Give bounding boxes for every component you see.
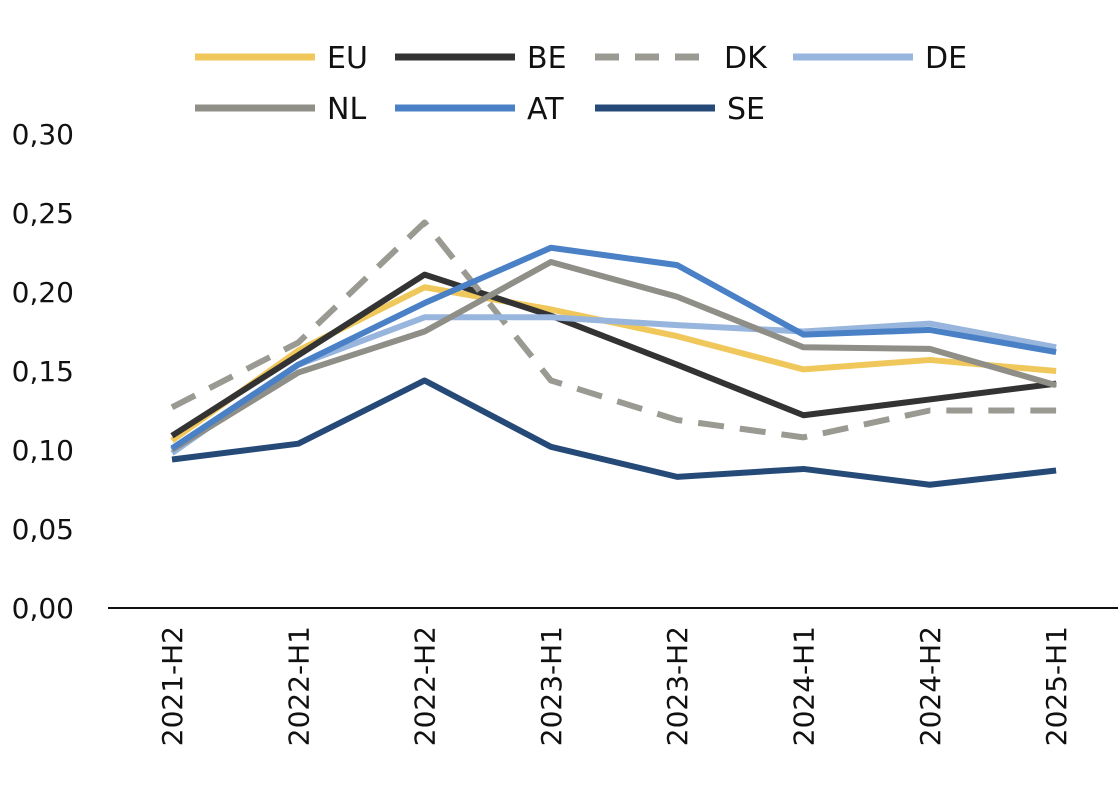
series-line-be [170,271,1057,439]
x-axis: 2021-H2 2022-H1 2022-H2 2023-H1 2023-H2 2024-… [108,607,1118,746]
x-tick-label: 2023-H2 [661,626,694,746]
x-tick-label: 2021-H2 [156,626,189,746]
x-tick-label: 2024-H2 [914,626,947,746]
legend: EU BE DK DE NL AT SE [195,41,967,127]
legend-label: NL [327,92,366,127]
x-tick-label: 2025-H1 [1040,626,1073,746]
legend-item-at: AT [395,92,564,127]
series-line-dk [170,219,1057,441]
legend-item-se: SE [595,92,765,127]
y-tick-label: 0,30 [12,118,74,151]
y-axis: 0,00 0,05 0,10 0,15 0,20 0,25 0,30 [12,118,74,625]
x-tick-label: 2024-H1 [788,626,821,746]
x-tick-label: 2022-H1 [282,626,315,746]
y-tick-label: 0,20 [12,276,74,309]
x-tick-label: 2022-H2 [409,626,442,746]
legend-label: EU [327,41,368,76]
legend-item-nl: NL [195,92,366,127]
legend-item-dk: DK [595,41,768,76]
series-line-nl [170,258,1057,453]
legend-item-de: DE [793,41,967,76]
legend-label: DE [925,41,967,76]
legend-label: SE [727,92,765,127]
y-tick-label: 0,10 [12,434,74,467]
legend-item-eu: EU [195,41,368,76]
y-tick-label: 0,15 [12,355,74,388]
y-tick-label: 0,25 [12,197,74,230]
y-tick-label: 0,05 [12,513,74,546]
x-tick-label: 2023-H1 [535,626,568,746]
y-tick-label: 0,00 [12,592,74,625]
series-line-se [171,377,1057,488]
legend-label: AT [527,92,564,127]
legend-label: BE [527,41,567,76]
plot-area [170,219,1057,488]
series-line-at [170,244,1057,451]
legend-label: DK [724,41,768,76]
legend-item-be: BE [395,41,567,76]
